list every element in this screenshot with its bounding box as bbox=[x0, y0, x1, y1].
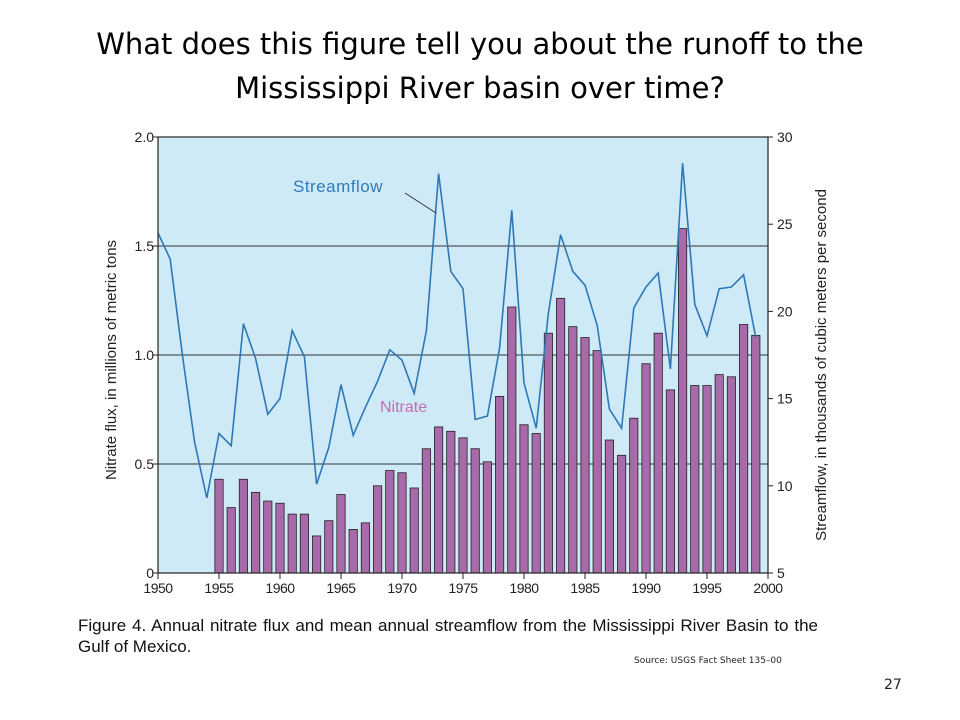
nitrate-bar bbox=[214, 478, 224, 574]
x-tick-label: 2000 bbox=[753, 580, 783, 596]
x-tick-label: 1995 bbox=[692, 580, 722, 596]
nitrate-bar bbox=[373, 485, 383, 574]
x-tick-label: 1990 bbox=[631, 580, 661, 596]
nitrate-bar bbox=[592, 350, 602, 574]
nitrate-bar bbox=[251, 491, 261, 574]
y2-tick-label: 15 bbox=[777, 391, 793, 407]
series-labels: Streamflow Nitrate bbox=[293, 177, 437, 416]
nitrate-bar bbox=[580, 337, 590, 574]
y-tick-label: 1.5 bbox=[135, 238, 155, 254]
nitrate-bar bbox=[409, 487, 419, 574]
y2-tick-label: 25 bbox=[777, 216, 793, 232]
streamflow-label: Streamflow bbox=[293, 177, 383, 196]
x-tick-label: 1965 bbox=[326, 580, 356, 596]
nitrate-bar bbox=[385, 470, 395, 574]
y2-tick-label: 5 bbox=[777, 565, 785, 581]
left-y-axis: 0 0.5 1.0 1.5 2.0 bbox=[135, 129, 158, 581]
nitrate-bar bbox=[275, 502, 285, 574]
nitrate-bar bbox=[751, 334, 761, 574]
nitrate-bar bbox=[458, 437, 468, 574]
x-tick-label: 1975 bbox=[448, 580, 478, 596]
nitrate-bar bbox=[507, 306, 517, 574]
slide-title: What does this figure tell you about the… bbox=[40, 22, 920, 110]
nitrate-bar bbox=[360, 522, 370, 574]
source-note: Source: USGS Fact Sheet 135–00 bbox=[634, 656, 782, 666]
nitrate-bar bbox=[287, 513, 297, 574]
nitrate-bar bbox=[714, 374, 724, 574]
nitrate-bar bbox=[543, 332, 553, 574]
x-tick-label: 1950 bbox=[143, 580, 173, 596]
nitrate-bar bbox=[702, 385, 712, 574]
nitrate-bar bbox=[434, 426, 444, 574]
y2-tick-label: 10 bbox=[777, 478, 793, 494]
streamflow-leader bbox=[404, 192, 437, 214]
nitrate-bar bbox=[617, 454, 627, 574]
x-tick-label: 1955 bbox=[204, 580, 234, 596]
nitrate-bar bbox=[629, 417, 639, 574]
y-tick-label: 1.0 bbox=[135, 347, 155, 363]
nitrate-bars bbox=[214, 228, 761, 574]
x-tick-label: 1960 bbox=[265, 580, 295, 596]
nitrate-bar bbox=[604, 439, 614, 574]
nitrate-bar bbox=[299, 513, 309, 574]
y-tick-label: 2.0 bbox=[135, 129, 155, 145]
figure-caption: Figure 4. Annual nitrate flux and mean a… bbox=[78, 616, 818, 656]
nitrate-bar bbox=[263, 500, 273, 574]
x-tick-label: 1970 bbox=[387, 580, 417, 596]
nitrate-bar bbox=[482, 461, 492, 574]
nitrate-bar bbox=[470, 448, 480, 574]
left-axis-label: Nitrate flux, in millions of metric tons bbox=[103, 240, 120, 480]
nitrate-bar bbox=[678, 228, 688, 574]
right-axis-label: Streamflow, in thousands of cubic meters… bbox=[813, 189, 830, 541]
y2-tick-label: 30 bbox=[777, 129, 793, 145]
y2-tick-label: 20 bbox=[777, 303, 793, 319]
nitrate-bar bbox=[531, 433, 541, 574]
nitrate-bar bbox=[421, 448, 431, 574]
nitrate-bar bbox=[238, 478, 248, 574]
nitrate-bar bbox=[653, 332, 663, 574]
nitrate-bar bbox=[739, 324, 749, 574]
nitrate-label: Nitrate bbox=[380, 399, 427, 416]
nitrate-bar bbox=[641, 363, 651, 574]
x-axis: 1950 1955 1960 1965 1970 1975 1980 1985 1990 1995… bbox=[143, 573, 784, 596]
nitrate-bar bbox=[336, 494, 346, 574]
nitrate-bar bbox=[226, 507, 236, 574]
nitrate-bar bbox=[348, 529, 358, 574]
nitrate-bar bbox=[446, 430, 456, 574]
x-tick-label: 1980 bbox=[509, 580, 539, 596]
nitrate-bar bbox=[568, 326, 578, 574]
y-tick-label: 0 bbox=[146, 565, 154, 581]
right-y-axis: 5 10 15 20 25 30 bbox=[768, 129, 793, 581]
slide-title-line-1: What does this figure tell you about the… bbox=[96, 27, 864, 61]
nitrate-bar bbox=[556, 297, 566, 574]
x-tick-label: 1985 bbox=[570, 580, 600, 596]
nitrate-bar bbox=[665, 389, 675, 574]
nitrate-bar bbox=[312, 535, 322, 574]
page-number: 27 bbox=[884, 677, 902, 693]
y-tick-label: 0.5 bbox=[135, 456, 155, 472]
nitrate-bar bbox=[324, 520, 334, 574]
nitrate-bar bbox=[726, 376, 736, 574]
streamflow-line bbox=[157, 163, 757, 499]
nitrate-bar bbox=[397, 472, 407, 574]
slide-title-line-2: Mississippi River basin over time? bbox=[235, 71, 725, 105]
nitrate-bar bbox=[495, 396, 505, 574]
nitrate-bar bbox=[519, 424, 529, 574]
nitrate-bar bbox=[690, 385, 700, 574]
